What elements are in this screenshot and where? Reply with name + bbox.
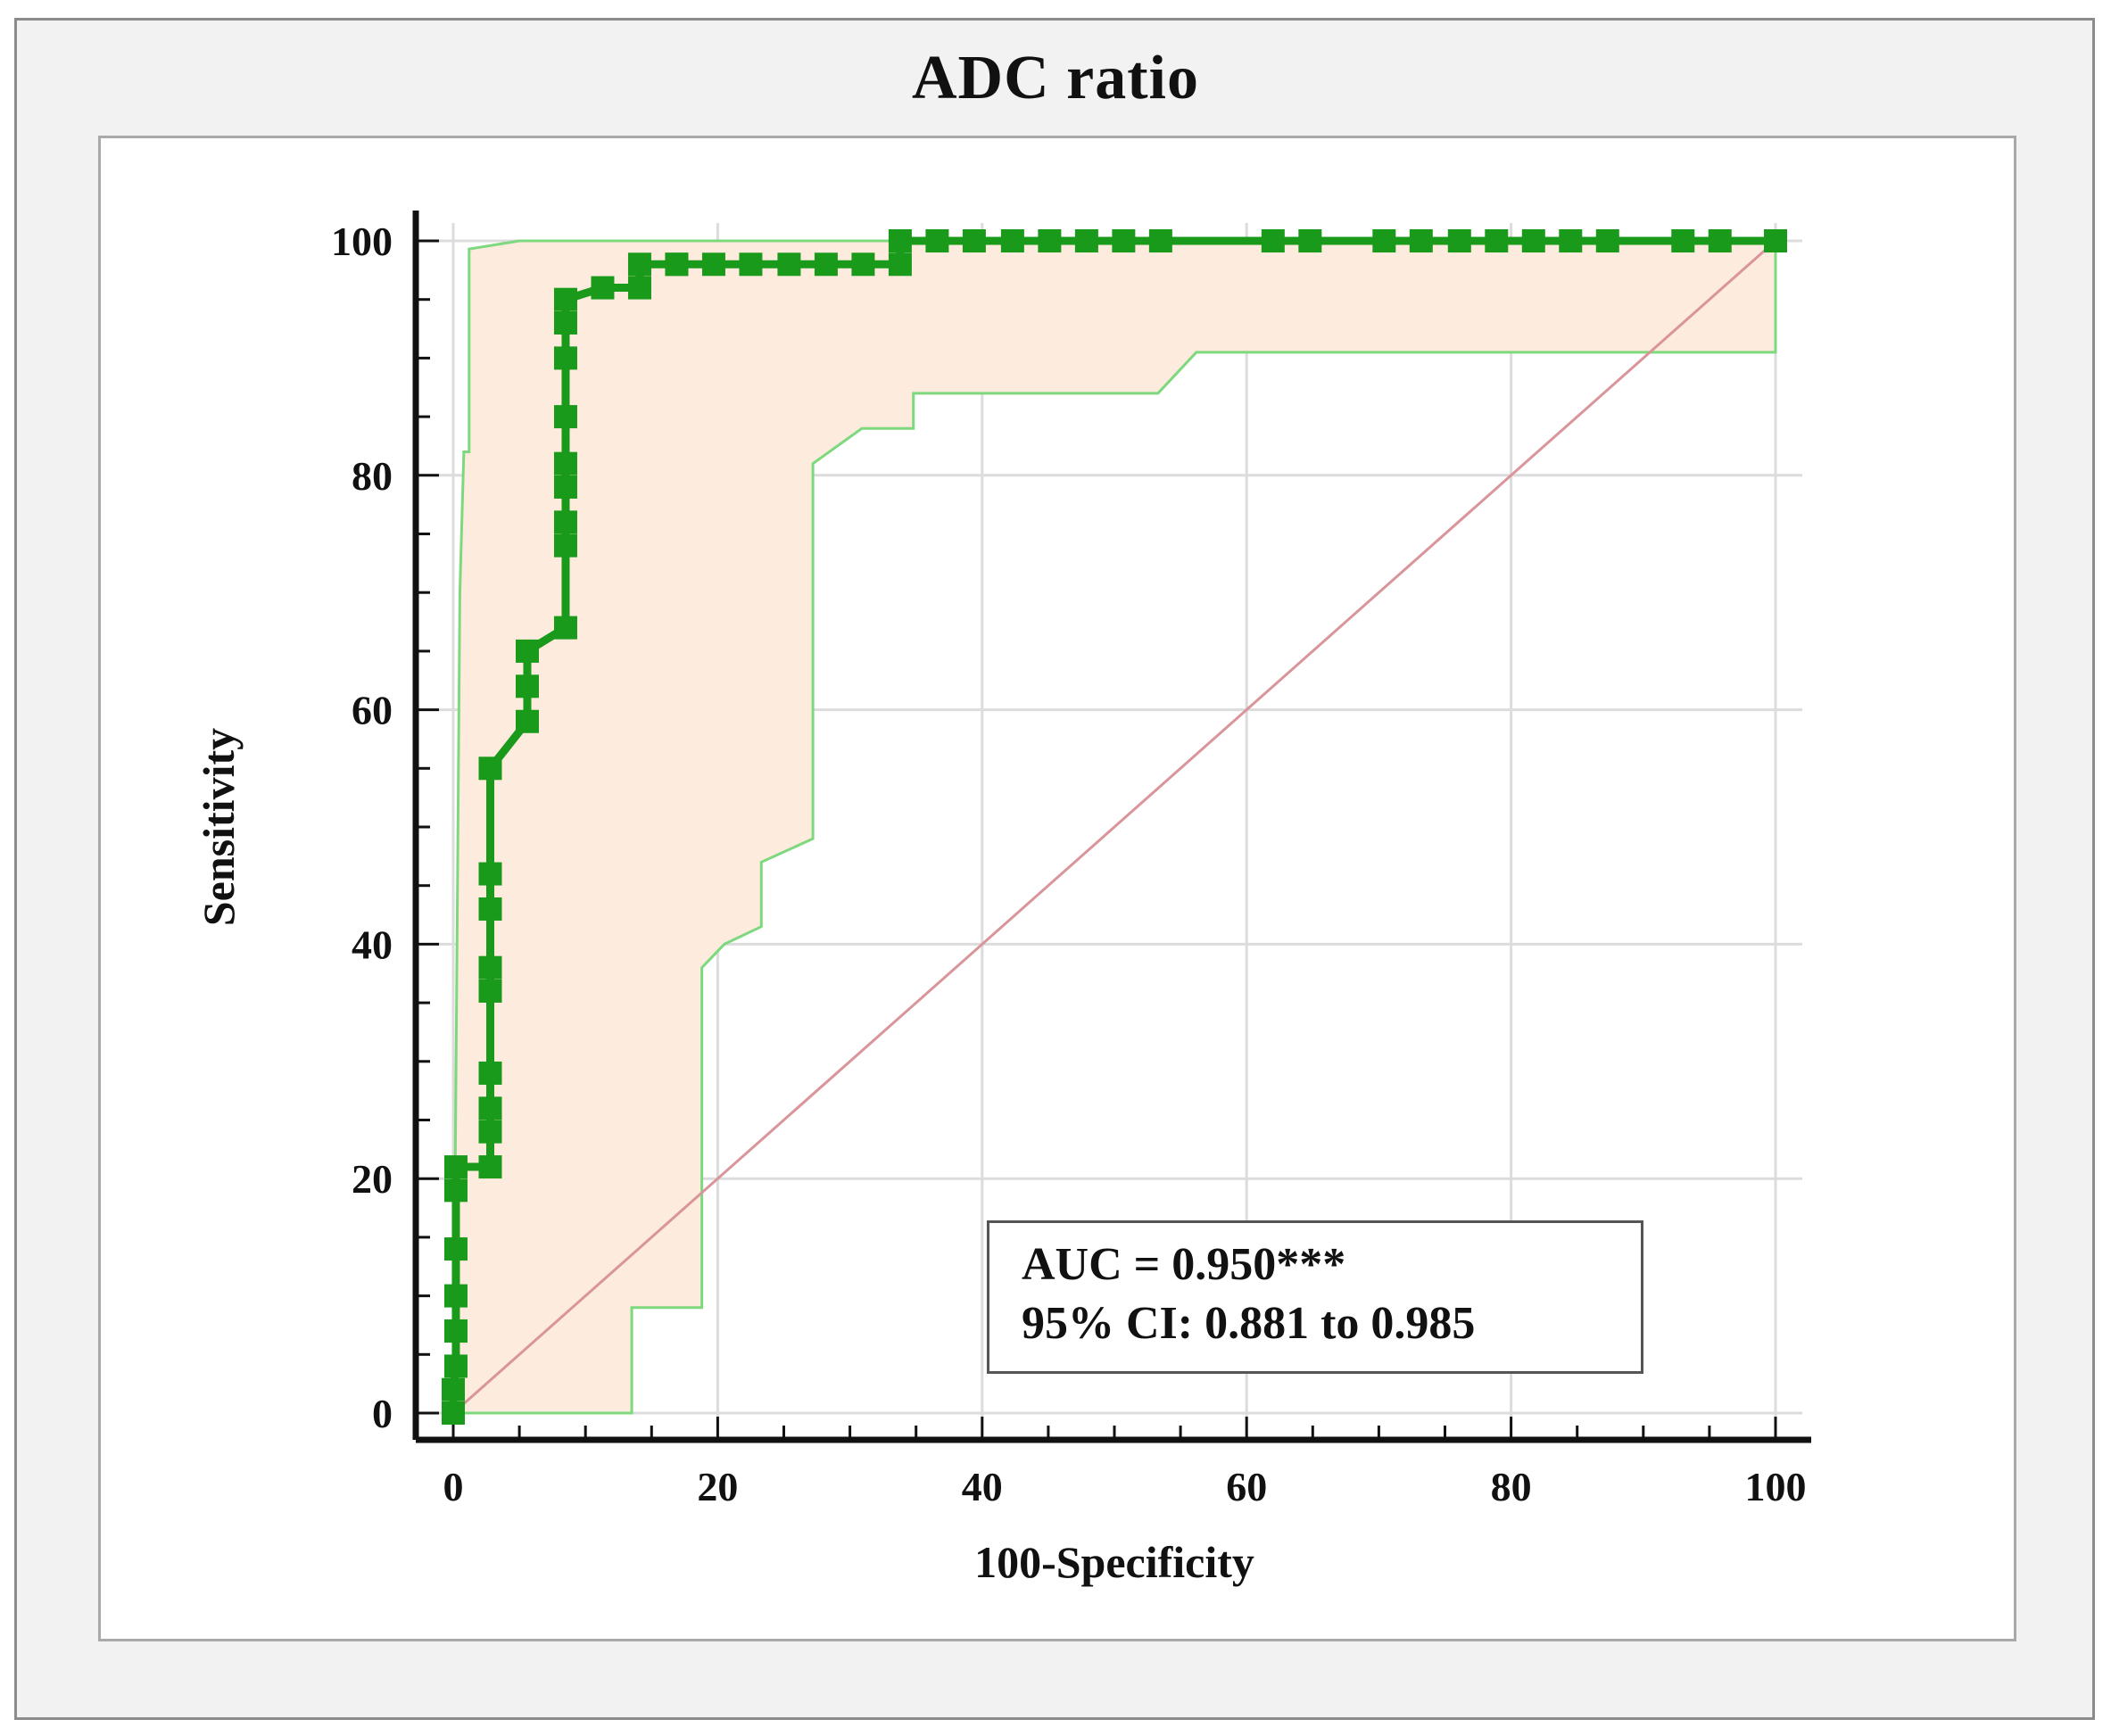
y-tick-label: 80	[352, 453, 393, 499]
roc-point	[1372, 229, 1396, 252]
roc-point	[665, 252, 689, 277]
roc-point	[739, 252, 763, 277]
roc-point	[478, 955, 502, 980]
y-tick-label: 0	[372, 1391, 393, 1436]
roc-point	[925, 229, 949, 252]
roc-point	[777, 252, 801, 277]
x-axis-label: 100-Specificity	[974, 1537, 1254, 1587]
ci-text: 95% CI: 0.881 to 0.985	[1022, 1298, 1476, 1349]
roc-point	[627, 276, 651, 300]
roc-point	[888, 229, 912, 252]
roc-point	[478, 1120, 502, 1144]
roc-point	[553, 616, 577, 640]
roc-point	[443, 1354, 468, 1378]
roc-point	[1298, 229, 1322, 252]
roc-point	[553, 533, 577, 558]
roc-point	[515, 674, 539, 699]
x-tick-label: 20	[697, 1464, 738, 1509]
roc-point	[515, 709, 539, 733]
roc-point	[1409, 229, 1433, 252]
y-tick-label: 40	[352, 922, 393, 967]
roc-point	[443, 1237, 468, 1261]
y-axis-label: Sensitivity	[194, 728, 244, 926]
roc-point	[478, 862, 502, 886]
roc-point	[701, 252, 725, 277]
roc-point	[888, 252, 912, 277]
roc-point	[1485, 229, 1509, 252]
roc-point	[443, 1284, 468, 1308]
roc-point	[1038, 229, 1062, 252]
auc-text: AUC = 0.950***	[1022, 1239, 1346, 1290]
roc-point	[1708, 229, 1732, 252]
y-tick-label: 60	[352, 688, 393, 733]
x-tick-label: 100	[1745, 1464, 1807, 1509]
roc-point	[553, 310, 577, 335]
roc-point	[851, 252, 875, 277]
roc-point	[962, 229, 986, 252]
roc-point	[515, 639, 539, 663]
roc-point	[553, 405, 577, 429]
roc-point	[442, 1401, 465, 1425]
roc-point	[1595, 229, 1619, 252]
roc-point	[627, 252, 651, 277]
roc-point	[1261, 229, 1285, 252]
roc-point	[478, 979, 502, 1003]
stats-box: AUC = 0.950*** 95% CI: 0.881 to 0.985	[987, 1220, 1643, 1374]
x-tick-label: 40	[962, 1464, 1003, 1509]
ci-upper-line	[451, 239, 1776, 1414]
roc-point	[1671, 229, 1695, 252]
roc-point	[1521, 229, 1545, 252]
roc-point	[443, 1319, 468, 1343]
roc-point	[1447, 229, 1471, 252]
roc-point	[1074, 229, 1098, 252]
roc-point	[478, 756, 502, 781]
roc-point	[553, 475, 577, 499]
roc-point	[443, 1155, 468, 1179]
roc-point	[553, 451, 577, 475]
roc-point	[443, 1178, 468, 1203]
x-tick-label: 80	[1491, 1464, 1532, 1509]
roc-point	[1000, 229, 1024, 252]
y-tick-label: 20	[352, 1156, 393, 1202]
tick-labels: 0 20 40 60 80 100 0 20 40 60 80 100	[331, 219, 1807, 1509]
roc-point	[553, 510, 577, 534]
x-tick-label: 60	[1226, 1464, 1267, 1509]
ci-lower-line	[453, 241, 1777, 1415]
roc-point	[1148, 229, 1172, 252]
roc-point	[814, 252, 838, 277]
x-tick-label: 0	[443, 1464, 464, 1509]
chart-title: ADC ratio	[912, 44, 1199, 112]
axes	[412, 211, 1811, 1443]
roc-point	[478, 897, 502, 921]
roc-point	[442, 1377, 465, 1401]
y-tick-label: 100	[331, 219, 393, 264]
roc-point	[478, 1096, 502, 1120]
roc-point	[478, 1061, 502, 1085]
roc-point	[591, 276, 615, 300]
roc-point	[553, 346, 577, 370]
roc-points	[442, 229, 1787, 1425]
roc-point	[1559, 229, 1583, 252]
roc-point	[1764, 229, 1787, 252]
roc-point	[478, 1155, 502, 1179]
roc-point	[1112, 229, 1136, 252]
reference-line	[452, 239, 1776, 1415]
roc-point	[553, 287, 577, 311]
ci-band-fill	[453, 241, 1776, 1413]
